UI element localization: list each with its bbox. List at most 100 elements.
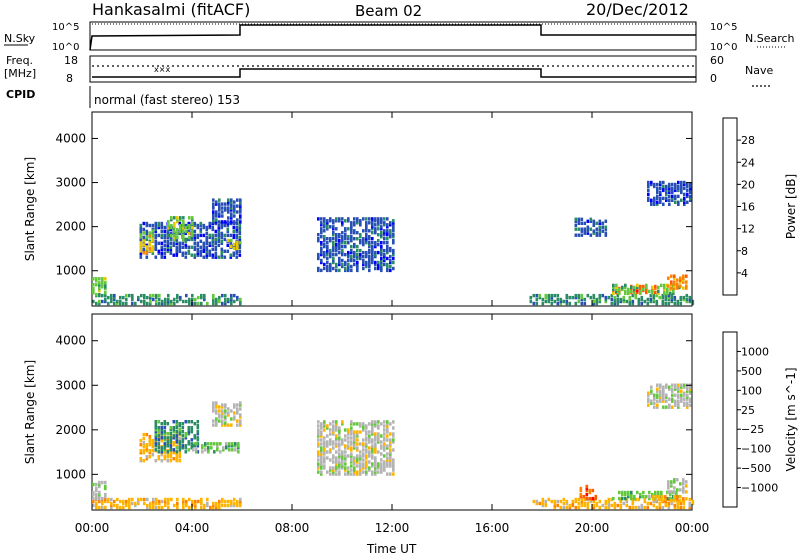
velocity-cell <box>158 501 161 506</box>
power-cell <box>233 299 236 304</box>
power-cell <box>139 253 143 257</box>
velocity-cell <box>344 466 347 470</box>
velocity-cell <box>320 462 323 466</box>
power-cell <box>679 284 682 288</box>
velocity-cell <box>139 443 143 447</box>
velocity-cell <box>389 454 392 458</box>
power-cell <box>621 287 624 292</box>
velocity-cell <box>175 457 179 461</box>
power-cell <box>683 200 686 204</box>
power-cell <box>386 233 389 237</box>
velocity-cell <box>627 490 630 495</box>
power-y-axis-label: Slant Range [km] <box>23 157 37 261</box>
power-cell <box>193 247 197 251</box>
power-cell <box>646 297 650 302</box>
velocity-cell <box>371 462 374 466</box>
power-cell <box>154 227 158 232</box>
velocity-cell <box>233 497 236 502</box>
velocity-echo-region <box>647 383 692 409</box>
power-cell <box>673 282 676 286</box>
velocity-cell <box>359 466 362 470</box>
velocity-cell <box>353 458 356 462</box>
velocity-cell <box>356 472 359 476</box>
power-cell <box>356 266 359 271</box>
velocity-cell <box>230 417 233 421</box>
velocity-cell <box>320 432 323 436</box>
power-cell <box>163 233 167 238</box>
velocity-cell <box>182 501 185 506</box>
power-cell <box>212 206 215 210</box>
power-cell <box>674 184 677 189</box>
velocity-cell <box>368 440 371 444</box>
power-cell <box>580 301 584 306</box>
power-cell <box>386 250 389 255</box>
power-cell <box>128 293 131 298</box>
velocity-cell <box>392 464 395 468</box>
power-cell <box>326 227 329 231</box>
velocity-cell <box>585 492 589 497</box>
velocity-cell <box>680 389 683 393</box>
power-cell <box>224 220 227 224</box>
power-cell <box>639 286 642 291</box>
power-cell <box>223 249 227 253</box>
velocity-cell <box>371 422 374 426</box>
power-cell <box>101 277 104 281</box>
velocity-cell <box>326 434 329 438</box>
power-cell <box>380 227 383 231</box>
velocity-cell <box>383 432 386 436</box>
velocity-cell <box>347 446 350 450</box>
velocity-cell <box>544 499 548 504</box>
velocity-cell <box>323 436 326 440</box>
power-cell <box>365 250 368 255</box>
power-cell <box>374 229 377 233</box>
velocity-cell <box>673 486 676 490</box>
velocity-cell <box>212 401 215 405</box>
power-cell <box>648 289 651 294</box>
velocity-cell <box>665 395 668 399</box>
power-cell <box>651 291 654 296</box>
power-cell <box>332 252 335 257</box>
power-cell <box>202 247 206 251</box>
power-cell <box>160 245 164 249</box>
velocity-cell <box>221 421 224 425</box>
velocity-cell <box>669 492 672 497</box>
velocity-cell <box>344 434 347 438</box>
power-cell <box>353 217 356 221</box>
velocity-cell <box>350 464 353 468</box>
power-cell <box>350 227 353 231</box>
power-cell <box>211 241 215 245</box>
power-cell <box>205 227 209 232</box>
velocity-cell <box>187 420 191 424</box>
velocity-cell <box>386 444 389 448</box>
velocity-cell <box>645 494 648 499</box>
velocity-cell <box>371 432 374 436</box>
velocity-cell <box>215 503 218 508</box>
freq-label-1: Freq. <box>6 54 33 67</box>
power-cell <box>673 274 676 278</box>
power-cell <box>389 235 392 239</box>
power-cell <box>631 293 635 298</box>
velocity-cell <box>320 442 323 446</box>
power-cell <box>665 188 668 193</box>
velocity-cell <box>553 501 557 506</box>
velocity-cell <box>163 426 167 430</box>
velocity-cell <box>201 450 204 454</box>
power-cell <box>326 266 329 271</box>
power-cell <box>226 233 230 238</box>
velocity-cell <box>234 442 237 446</box>
velocity-cell <box>140 497 143 502</box>
power-cell <box>380 233 383 237</box>
velocity-cell <box>323 442 326 446</box>
velocity-y-tick-label: 2000 <box>55 423 86 437</box>
velocity-cell <box>640 503 644 508</box>
power-cell <box>214 247 218 251</box>
velocity-cell <box>95 488 98 493</box>
power-cell <box>154 245 158 249</box>
velocity-cell <box>178 440 182 444</box>
velocity-cell <box>341 420 344 424</box>
power-cell <box>227 200 230 204</box>
power-cell <box>556 297 560 302</box>
power-cell <box>170 224 173 228</box>
power-cell <box>217 227 221 232</box>
velocity-cell <box>679 501 683 506</box>
